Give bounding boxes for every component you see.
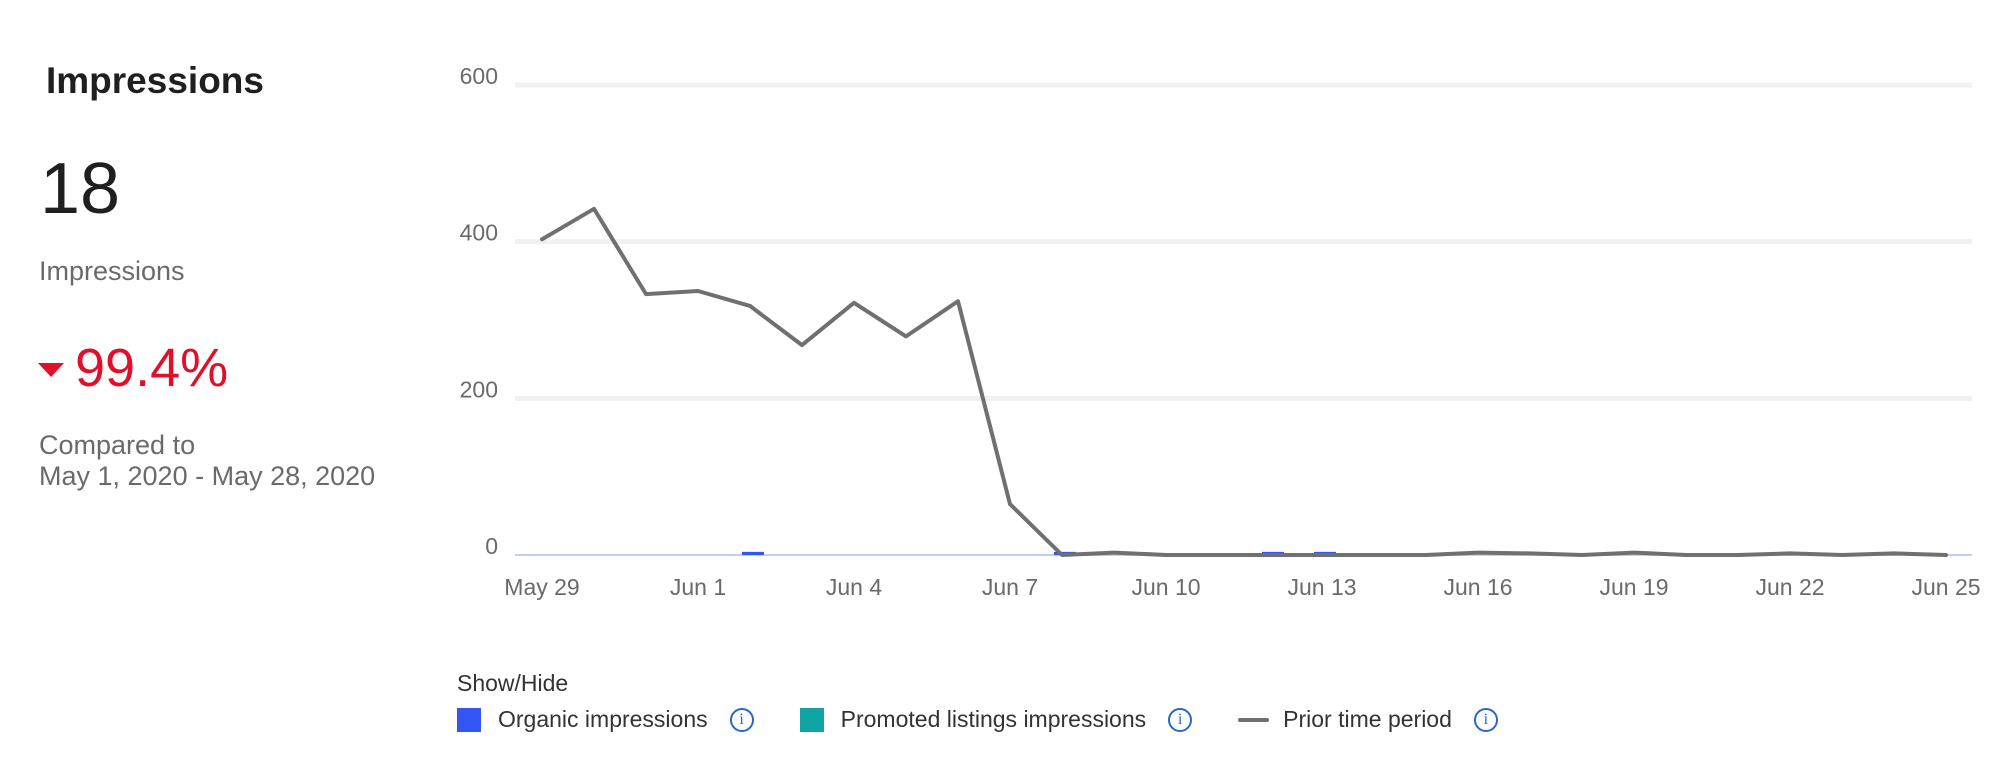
info-icon[interactable]: i bbox=[1473, 707, 1498, 732]
x-axis-ticks: May 29 Jun 1 Jun 4 Jun 7 Jun 10 Jun 13 Jun 16 J… bbox=[504, 574, 1980, 600]
legend-item-promoted-listings-impressions[interactable]: Promoted listings impressions i bbox=[799, 706, 1193, 733]
y-tick-label: 200 bbox=[460, 376, 498, 402]
prior-time-period-swatch bbox=[1238, 717, 1270, 722]
line-series bbox=[540, 206, 1948, 557]
y-tick-label: 0 bbox=[485, 533, 498, 559]
legend-label: Prior time period bbox=[1283, 706, 1452, 732]
y-tick-label: 400 bbox=[460, 220, 498, 246]
impressions-chart: 0 200 400 600 May 29 Jun 1 Jun 4 Jun 7 Jun 10 Ju… bbox=[460, 63, 1981, 600]
bar bbox=[742, 551, 764, 555]
change-percentage: 99.4% bbox=[75, 338, 229, 398]
impressions-total: 18 bbox=[40, 149, 121, 229]
series-line-prior-time-period bbox=[540, 206, 1948, 557]
compared-date-range: May 1, 2020 - May 28, 2020 bbox=[39, 461, 376, 491]
x-tick-label: Jun 10 bbox=[1131, 574, 1200, 600]
organic-impressions-swatch bbox=[457, 707, 481, 732]
info-icon[interactable]: i bbox=[729, 707, 754, 732]
legend-items: Organic impressions i Promoted listings … bbox=[457, 706, 1544, 733]
x-tick-label: Jun 16 bbox=[1443, 574, 1512, 600]
legend-title: Show/Hide bbox=[457, 670, 569, 696]
y-axis-ticks: 0 200 400 600 bbox=[460, 63, 498, 559]
legend-label: Organic impressions bbox=[498, 706, 708, 732]
x-tick-label: Jun 22 bbox=[1755, 574, 1824, 600]
compared-to-label: Compared to bbox=[39, 430, 196, 460]
x-tick-label: Jun 25 bbox=[1911, 574, 1980, 600]
y-tick-label: 600 bbox=[460, 63, 498, 89]
summary-title: Impressions bbox=[46, 60, 264, 101]
legend-item-prior-time-period[interactable]: Prior time period i bbox=[1238, 706, 1498, 733]
x-tick-label: Jun 19 bbox=[1599, 574, 1668, 600]
x-tick-label: May 29 bbox=[504, 574, 579, 600]
promoted-listings-swatch bbox=[799, 707, 824, 732]
impressions-total-label: Impressions bbox=[39, 256, 185, 286]
x-tick-label: Jun 7 bbox=[982, 574, 1038, 600]
info-icon[interactable]: i bbox=[1168, 707, 1193, 732]
x-tick-label: Jun 1 bbox=[670, 574, 726, 600]
change-indicator: 99.4% bbox=[38, 338, 228, 398]
chart-gridlines bbox=[515, 82, 1972, 556]
legend-label: Promoted listings impressions bbox=[840, 706, 1147, 732]
x-tick-label: Jun 4 bbox=[826, 574, 882, 600]
legend-item-organic-impressions[interactable]: Organic impressions i bbox=[457, 706, 754, 733]
x-tick-label: Jun 13 bbox=[1287, 574, 1356, 600]
down-triangle-icon bbox=[38, 363, 64, 377]
